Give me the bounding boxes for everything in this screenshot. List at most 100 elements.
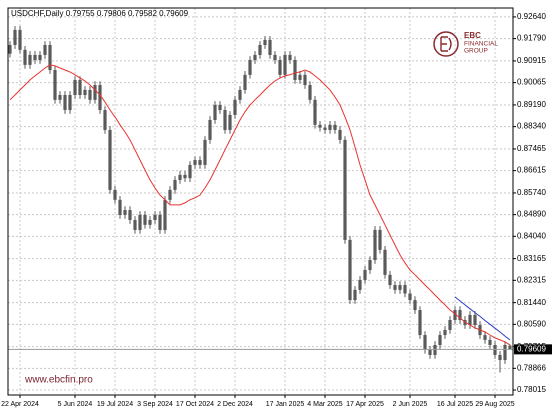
candle-body (118, 199, 122, 215)
candle-body (403, 285, 407, 294)
candle-body (93, 85, 97, 100)
candle-body (318, 124, 322, 128)
candle-body (198, 160, 202, 165)
candle-body (303, 74, 307, 86)
y-tick-label: 0.84890 (517, 210, 546, 219)
y-tick-label: 0.85740 (517, 188, 546, 197)
last-price-label: 0.79609 (517, 344, 546, 353)
candle-body (163, 199, 167, 230)
candle-body (28, 54, 32, 65)
y-tick-label: 0.89190 (517, 100, 546, 109)
y-tick-label: 0.82315 (517, 275, 546, 284)
x-tick-label: 17 Apr 2025 (346, 401, 384, 408)
x-tick-label: 17 Oct 2024 (176, 401, 214, 408)
candle-body (13, 29, 17, 45)
candle-body (188, 164, 192, 179)
candle-body (293, 60, 297, 80)
candle-body (113, 189, 117, 200)
candle-body (488, 339, 492, 345)
x-tick-label: 3 Sep 2024 (137, 401, 173, 408)
candle-body (433, 344, 437, 355)
candle-body (448, 319, 452, 330)
candle-body (213, 104, 217, 120)
candle-body (388, 274, 392, 286)
candle-body (393, 285, 397, 290)
logo-line: FINANCIAL (464, 41, 498, 48)
candle-body (23, 49, 27, 65)
candle-body (143, 214, 147, 225)
y-tick-label: 0.83165 (517, 254, 546, 263)
candle-body (438, 335, 442, 345)
candle-body (328, 124, 332, 130)
last-low: 0.79582 (128, 9, 157, 18)
candle-body (123, 210, 127, 215)
candle-body (173, 179, 177, 190)
y-tick-label: 0.91790 (517, 34, 546, 43)
candle-body (108, 129, 112, 190)
candle-body (428, 349, 432, 355)
y-tick-label: 0.90065 (517, 78, 546, 87)
x-tick-label: 2 Jun 2025 (393, 401, 428, 408)
candle-body (148, 219, 152, 225)
candle-body (78, 79, 82, 95)
watermark: www.ebcfin.pro (24, 375, 93, 386)
candle-body (473, 314, 477, 326)
candle-body (343, 139, 347, 240)
candle-body (18, 29, 22, 50)
candle-body (8, 44, 12, 54)
candle-body (178, 174, 182, 180)
candle-body (223, 110, 227, 130)
candle-body (73, 79, 77, 95)
x-tick-label: 4 Mar 2025 (307, 401, 343, 408)
candle-body (503, 344, 507, 361)
symbol: USDCHF,Daily (11, 9, 63, 18)
x-tick-label: 16 Jul 2025 (437, 401, 473, 408)
last-open: 0.79755 (66, 9, 95, 18)
candle-body (253, 54, 257, 61)
logo-letters (440, 36, 452, 52)
plot-frame (7, 7, 514, 396)
candle-body (298, 74, 302, 80)
chart-title: USDCHF,Daily 0.79755 0.79806 0.79582 0.7… (11, 9, 189, 18)
candle-body (88, 89, 92, 100)
overlay-line (454, 296, 511, 341)
candle-body (453, 310, 457, 320)
candle-body (378, 229, 382, 250)
candle-body (418, 310, 422, 336)
y-tick-label: 0.92640 (517, 12, 546, 21)
x-tick-label: 2 Dec 2024 (217, 401, 253, 408)
logo: EBC FINANCIAL GROUP (433, 31, 498, 57)
candle-body (233, 99, 237, 115)
candle-body (333, 124, 337, 130)
candle-body (373, 229, 377, 261)
y-tick-label: 0.90915 (517, 56, 546, 65)
x-tick-label: 19 Jul 2024 (97, 401, 133, 408)
axis: 0.92640 0.91790 0.90915 0.90065 0.89190 0.883… (1, 12, 552, 408)
marks (8, 26, 513, 373)
candle-body (98, 85, 102, 111)
candle-body (168, 189, 172, 200)
candle-body (308, 85, 312, 100)
candle-body (83, 89, 87, 95)
candle-body (338, 129, 342, 140)
candle-body (498, 354, 502, 361)
candle-body (38, 54, 42, 61)
candle-body (408, 293, 412, 301)
x-tick-label: 5 Jun 2024 (58, 401, 93, 408)
x-tick-label: 22 Apr 2024 (1, 401, 39, 408)
candle-body (363, 269, 367, 280)
candle-body (68, 94, 72, 111)
candle-body (268, 39, 272, 55)
candle-body (33, 54, 37, 61)
candle-body (203, 139, 207, 165)
candle-body (243, 74, 247, 90)
candle-body (153, 214, 157, 220)
candle-body (53, 69, 57, 100)
candle-body (368, 260, 372, 270)
candle-body (138, 214, 142, 230)
candle-body (288, 54, 292, 61)
candle-body (263, 39, 267, 45)
y-tick-label: 0.86615 (517, 166, 546, 175)
candle-body (323, 127, 327, 130)
